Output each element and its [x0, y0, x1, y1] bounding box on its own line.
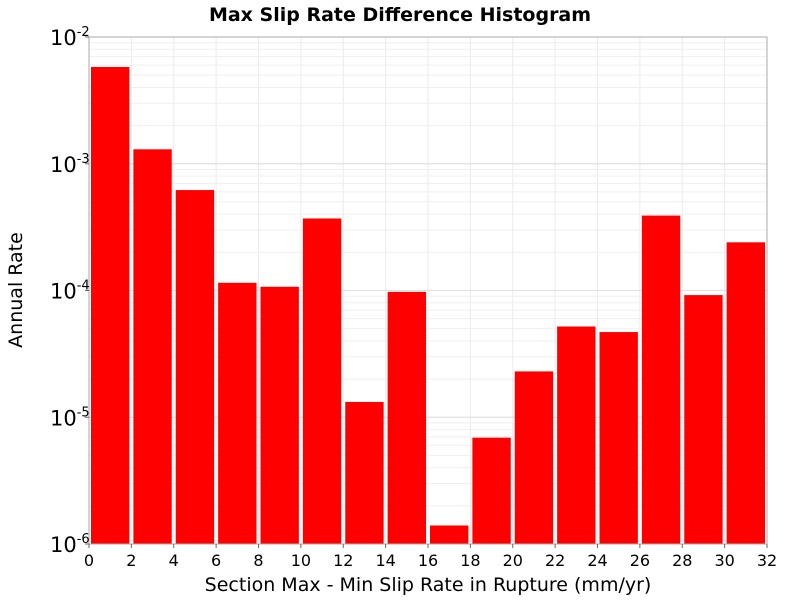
- x-tick-label: 10: [291, 551, 311, 570]
- y-tick-label: 10-4: [50, 279, 90, 304]
- x-axis-ticks: 0 2 4 6 8 10 12 14 16 18 20 22 24 26 28 30 32: [84, 544, 777, 570]
- x-tick-label: 18: [460, 551, 480, 570]
- histogram-bar: [218, 282, 257, 544]
- histogram-bar: [684, 295, 723, 544]
- y-tick-label: 10-5: [50, 405, 90, 430]
- histogram-bar: [599, 332, 638, 544]
- y-tick-label: 10-2: [50, 25, 90, 50]
- x-tick-label: 16: [418, 551, 438, 570]
- x-tick-label: 12: [333, 551, 353, 570]
- y-axis-label: Annual Rate: [5, 232, 27, 348]
- y-axis-ticks: 10-6 10-5 10-4 10-3 10-2: [50, 25, 90, 557]
- x-tick-label: 6: [211, 551, 221, 570]
- bars: [91, 66, 765, 545]
- chart-title: Max Slip Rate Difference Histogram: [209, 4, 591, 26]
- x-tick-label: 4: [169, 551, 179, 570]
- x-tick-label: 20: [503, 551, 523, 570]
- histogram-bar: [133, 149, 172, 544]
- y-tick-label: 10-6: [50, 532, 90, 557]
- histogram-bar: [345, 401, 384, 544]
- histogram-bar: [557, 326, 596, 544]
- histogram-bar: [514, 371, 554, 544]
- histogram-bar: [302, 218, 342, 544]
- histogram-bar: [726, 242, 765, 544]
- x-axis-label: Section Max - Min Slip Rate in Rupture (…: [205, 574, 652, 596]
- x-tick-label: 14: [375, 551, 395, 570]
- histogram-bar: [91, 66, 130, 544]
- x-tick-label: 2: [126, 551, 136, 570]
- x-tick-label: 30: [714, 551, 734, 570]
- histogram-bar: [430, 525, 469, 544]
- x-tick-label: 0: [84, 551, 94, 570]
- x-tick-label: 8: [253, 551, 263, 570]
- histogram-bar: [472, 437, 511, 544]
- histogram-bar: [175, 190, 215, 545]
- x-tick-label: 28: [672, 551, 692, 570]
- x-tick-label: 32: [757, 551, 777, 570]
- histogram-bar: [641, 215, 681, 544]
- y-tick-label: 10-3: [50, 152, 90, 177]
- x-tick-label: 24: [587, 551, 607, 570]
- x-tick-label: 22: [545, 551, 565, 570]
- histogram-bar: [260, 286, 299, 544]
- histogram-bar: [387, 291, 426, 544]
- x-tick-label: 26: [630, 551, 650, 570]
